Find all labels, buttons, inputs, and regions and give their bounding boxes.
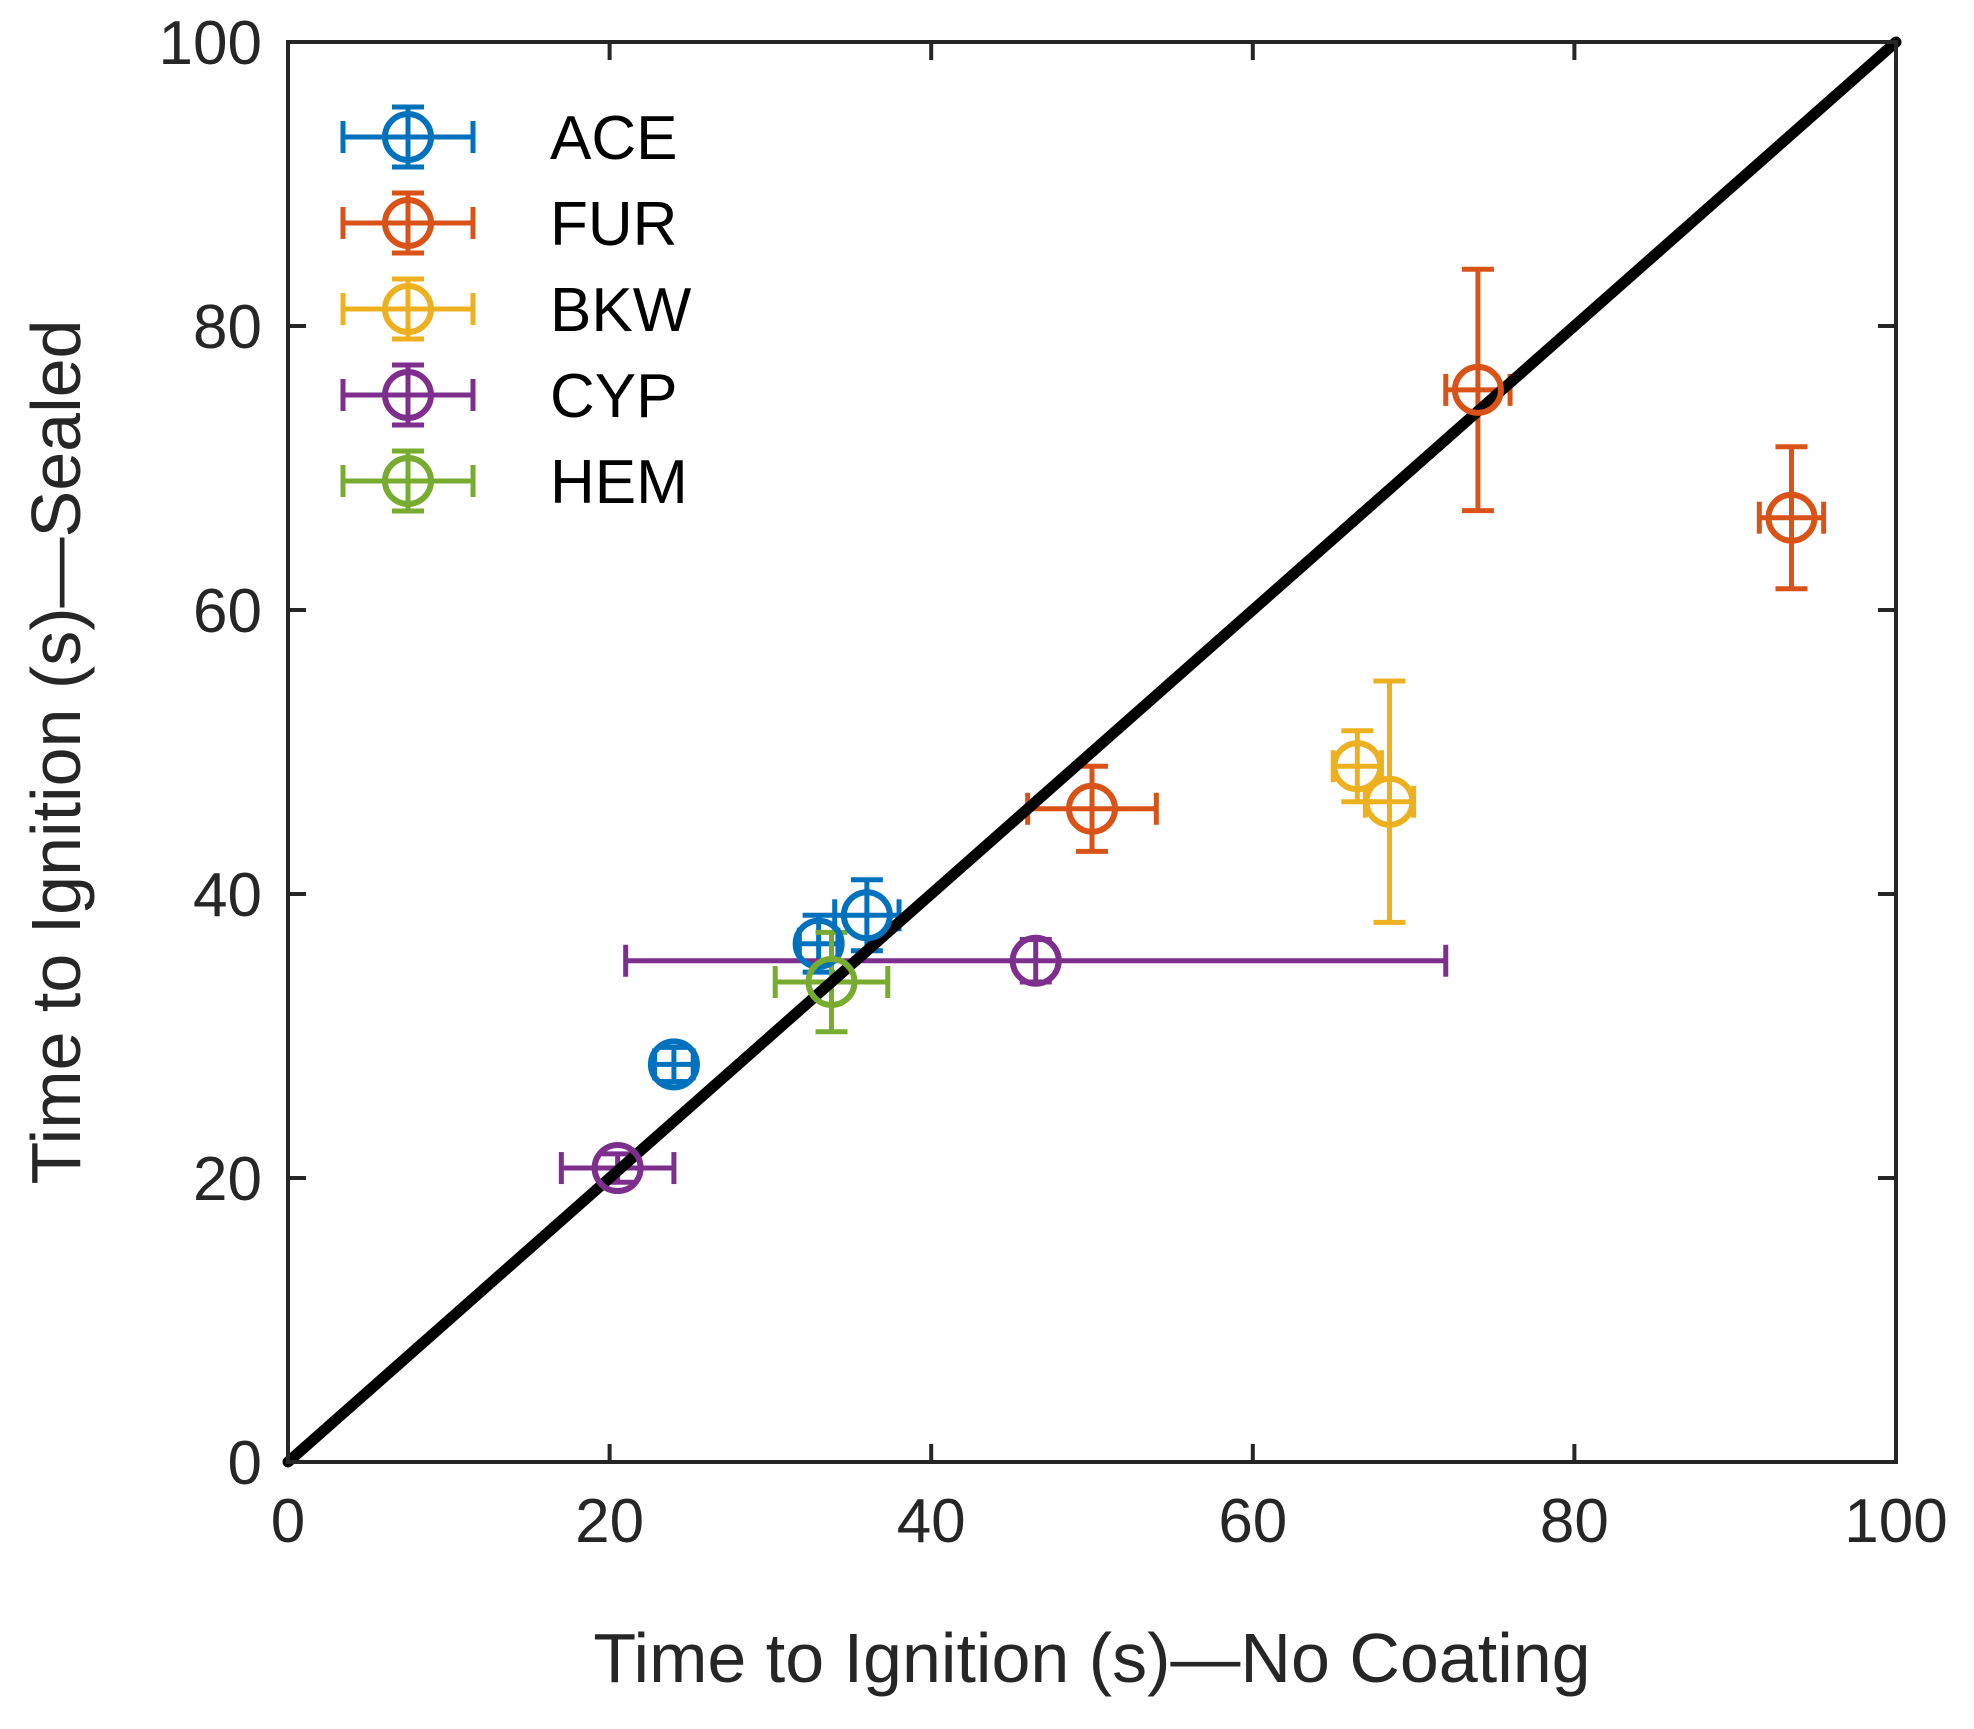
bkw-data-point bbox=[1331, 740, 1384, 793]
x-tick-label: 0 bbox=[271, 1487, 305, 1556]
fur-data-point bbox=[1451, 363, 1504, 416]
hem-data-point bbox=[805, 956, 858, 1009]
legend-item-fur: FUR bbox=[340, 190, 677, 259]
cyp-data-point bbox=[591, 1142, 644, 1195]
legend-label: FUR bbox=[550, 190, 677, 259]
bkw-data-point bbox=[1363, 775, 1416, 828]
legend-item-hem: HEM bbox=[340, 448, 688, 517]
y-tick-label: 60 bbox=[193, 577, 262, 646]
ace-data-point bbox=[647, 1038, 700, 1091]
x-tick-label: 60 bbox=[1218, 1487, 1287, 1556]
tick-labels: 0 20 40 60 80 100 0 20 40 60 80 100 bbox=[159, 9, 1948, 1556]
y-tick-label: 80 bbox=[193, 293, 262, 362]
legend-label: BKW bbox=[550, 276, 692, 345]
plot-frame bbox=[286, 40, 1898, 1464]
legend-swatch-marker bbox=[382, 283, 434, 335]
y-axis-label: Time to Ignition (s)—Sealed bbox=[17, 320, 95, 1185]
x-tick-label: 40 bbox=[897, 1487, 966, 1556]
fur-data-point bbox=[1765, 491, 1818, 544]
legend-label: HEM bbox=[550, 448, 688, 517]
legend-item-ace: ACE bbox=[340, 104, 677, 173]
legend-swatch-marker bbox=[382, 197, 434, 249]
y-tick-label: 0 bbox=[228, 1429, 262, 1498]
legend: ACE FUR BKW CYP HEM bbox=[340, 104, 692, 517]
legend-item-cyp: CYP bbox=[340, 362, 677, 431]
legend-swatch-marker bbox=[382, 455, 434, 507]
y-tick-label: 100 bbox=[159, 9, 262, 78]
legend-swatch-marker bbox=[382, 111, 434, 163]
x-tick-label: 20 bbox=[575, 1487, 644, 1556]
x-axis-label: Time to Ignition (s)—No Coating bbox=[593, 1619, 1590, 1697]
markers bbox=[591, 363, 1818, 1195]
ace-data-point bbox=[840, 889, 893, 942]
x-tick-label: 100 bbox=[1844, 1487, 1947, 1556]
y-tick-label: 20 bbox=[193, 1145, 262, 1214]
cyp-data-point bbox=[1009, 934, 1062, 987]
legend-label: CYP bbox=[550, 362, 677, 431]
legend-label: ACE bbox=[550, 104, 677, 173]
x-tick-label: 80 bbox=[1540, 1487, 1609, 1556]
legend-item-bkw: BKW bbox=[340, 276, 692, 345]
fur-data-point bbox=[1066, 782, 1118, 835]
y-tick-label: 40 bbox=[193, 861, 262, 930]
legend-swatch-marker bbox=[382, 369, 434, 421]
reference-line bbox=[282, 36, 1902, 1468]
